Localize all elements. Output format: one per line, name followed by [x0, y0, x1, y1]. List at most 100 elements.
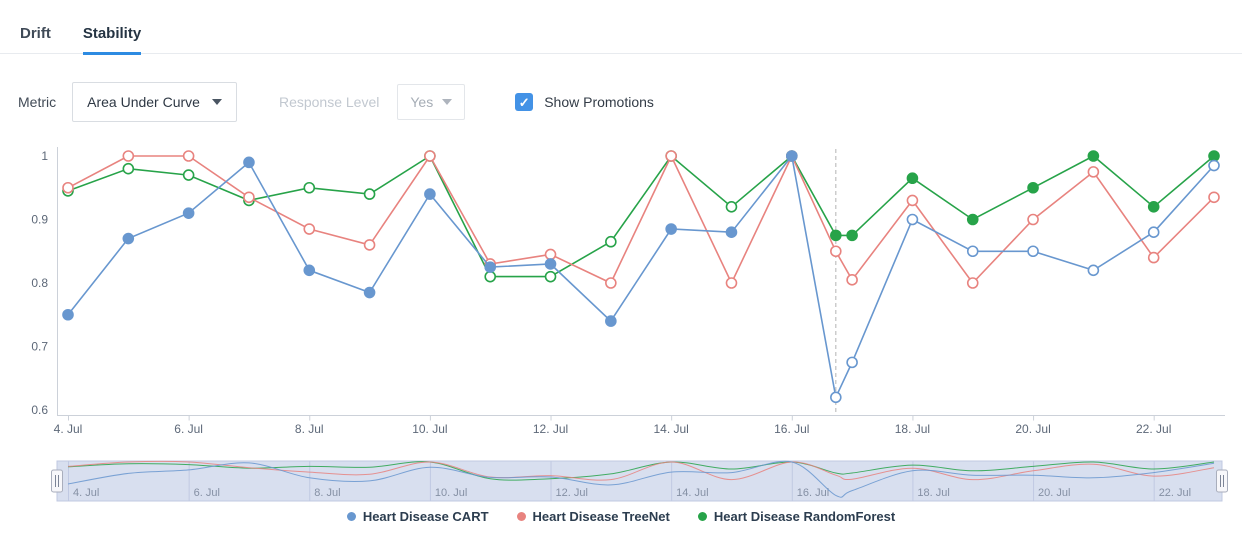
data-point[interactable] — [966, 245, 979, 258]
data-point[interactable] — [725, 201, 738, 213]
y-axis-label: 0.7 — [31, 340, 48, 354]
data-point[interactable] — [785, 150, 798, 162]
data-point[interactable] — [484, 261, 497, 273]
navigator-axis-label: 18. Jul — [917, 487, 949, 499]
data-point[interactable] — [363, 188, 376, 200]
navigator-handle-left[interactable] — [51, 469, 63, 493]
data-point[interactable] — [544, 248, 557, 261]
data-point[interactable] — [363, 239, 376, 251]
chart-navigator[interactable]: 4. Jul 6. Jul 8. Jul 10. Jul 12. Jul 14. Jul 1… — [0, 455, 1242, 510]
chart-legend: Heart Disease CART Heart Disease TreeNet H… — [0, 509, 1242, 524]
data-point[interactable] — [725, 226, 738, 238]
data-point[interactable] — [182, 169, 195, 181]
data-point[interactable] — [966, 213, 979, 226]
metric-select[interactable]: Area Under Curve — [72, 82, 237, 122]
navigator-handle-right[interactable] — [1216, 469, 1228, 493]
data-point[interactable] — [424, 150, 436, 162]
x-axis-label: 22. Jul — [1136, 422, 1171, 436]
legend-item-heart-disease-treenet[interactable]: Heart Disease TreeNet — [516, 509, 670, 524]
navigator-axis-label: 20. Jul — [1038, 487, 1070, 499]
data-point[interactable] — [906, 213, 919, 226]
data-point[interactable] — [830, 229, 842, 242]
data-point[interactable] — [846, 356, 858, 369]
navigator-axis-label: 4. Jul — [73, 487, 99, 499]
data-point[interactable] — [182, 150, 195, 162]
data-point[interactable] — [303, 264, 316, 277]
data-point[interactable] — [966, 277, 979, 289]
data-point[interactable] — [243, 156, 255, 169]
data-point[interactable] — [605, 277, 617, 289]
data-point[interactable] — [122, 162, 135, 175]
data-point[interactable] — [62, 308, 74, 321]
data-point[interactable] — [846, 274, 858, 286]
navigator-axis-label: 8. Jul — [314, 487, 340, 499]
navigator-axis-label: 10. Jul — [435, 487, 467, 499]
data-point[interactable] — [605, 235, 617, 248]
data-point[interactable] — [303, 223, 316, 235]
tab-bar: Drift Stability — [0, 0, 1242, 55]
y-axis-label: 0.6 — [31, 403, 48, 417]
data-point[interactable] — [1027, 245, 1039, 258]
data-point[interactable] — [243, 191, 255, 204]
navigator-series-line — [67, 460, 1215, 481]
data-point[interactable] — [830, 245, 842, 258]
metric-label: Metric — [18, 94, 57, 110]
legend-dot-icon — [346, 512, 356, 521]
x-axis-label: 16. Jul — [774, 422, 809, 436]
x-axis-label: 12. Jul — [533, 422, 568, 436]
data-point[interactable] — [1027, 181, 1039, 194]
navigator-axis-label: 6. Jul — [194, 487, 220, 499]
data-point[interactable] — [1208, 150, 1220, 162]
data-point[interactable] — [544, 270, 557, 283]
navigator-series-line — [67, 460, 1215, 498]
data-point[interactable] — [182, 207, 195, 219]
data-point[interactable] — [122, 232, 135, 245]
y-axis-label: 1 — [41, 149, 48, 163]
legend-item-heart-disease-cart[interactable]: Heart Disease CART — [346, 509, 489, 524]
data-point[interactable] — [363, 286, 376, 299]
data-point[interactable] — [62, 181, 74, 194]
data-point[interactable] — [1208, 159, 1220, 172]
legend-dot-icon — [697, 512, 707, 521]
data-point[interactable] — [1147, 251, 1160, 264]
response-level-select[interactable]: Yes — [397, 84, 466, 120]
legend-item-heart-disease-randomforest[interactable]: Heart Disease RandomForest — [697, 509, 895, 524]
data-point[interactable] — [424, 188, 436, 200]
tab-drift[interactable]: Drift — [20, 25, 51, 42]
data-point[interactable] — [122, 150, 135, 162]
metric-select-value: Area Under Curve — [87, 94, 200, 110]
series-heart-disease-randomforest — [62, 150, 1220, 283]
data-point[interactable] — [725, 277, 738, 289]
navigator-axis-label: 22. Jul — [1159, 487, 1191, 499]
y-axis-label: 0.9 — [31, 213, 48, 227]
series-heart-disease-cart — [62, 150, 1220, 404]
data-point[interactable] — [1087, 264, 1100, 277]
x-axis-label: 4. Jul — [54, 422, 83, 436]
data-point[interactable] — [605, 315, 617, 327]
caret-down-icon — [442, 99, 453, 105]
data-point[interactable] — [484, 270, 497, 283]
tab-stability[interactable]: Stability — [82, 25, 142, 55]
caret-down-icon — [211, 99, 222, 105]
data-point[interactable] — [665, 150, 677, 162]
stability-chart: 1 0.9 0.8 0.7 0.6 4. Jul 6. Jul 8. Jul 10. Jul 12… — [31, 147, 1225, 436]
data-point[interactable] — [665, 223, 677, 235]
series-line — [67, 154, 1215, 278]
data-point[interactable] — [906, 194, 919, 207]
data-point[interactable] — [1087, 150, 1100, 162]
data-point[interactable] — [1147, 201, 1160, 213]
data-point[interactable] — [1087, 166, 1100, 178]
y-axis-label: 0.8 — [31, 276, 48, 290]
response-level-label: Response Level — [278, 94, 380, 110]
show-promotions-checkbox[interactable]: ✓ — [515, 93, 534, 111]
data-point[interactable] — [846, 229, 858, 242]
show-promotions-control: ✓ Show Promotions — [515, 93, 654, 111]
data-point[interactable] — [1147, 226, 1160, 238]
data-point[interactable] — [1208, 191, 1220, 204]
data-point[interactable] — [303, 181, 316, 194]
series-line — [67, 154, 1215, 285]
data-point[interactable] — [1027, 213, 1039, 226]
data-point[interactable] — [830, 391, 842, 404]
data-point[interactable] — [906, 172, 919, 185]
data-point[interactable] — [544, 258, 557, 270]
